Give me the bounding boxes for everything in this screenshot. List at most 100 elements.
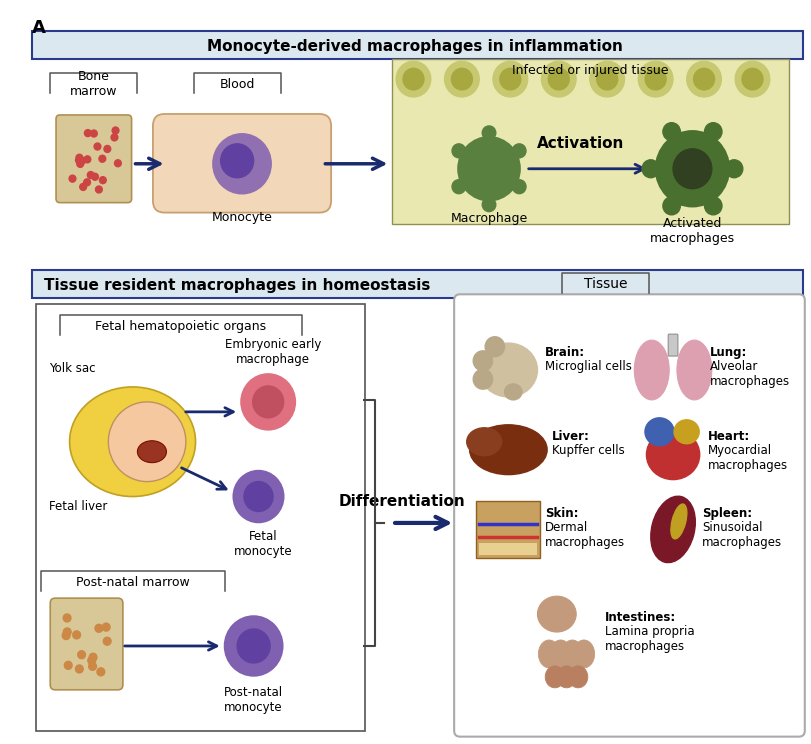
Circle shape [724, 160, 742, 178]
Text: Blood: Blood [219, 77, 255, 91]
Circle shape [241, 374, 295, 430]
Ellipse shape [676, 340, 711, 400]
Ellipse shape [650, 496, 694, 562]
Text: Activated
macrophages: Activated macrophages [649, 217, 734, 245]
Text: Liver:: Liver: [551, 430, 589, 443]
Circle shape [90, 130, 97, 137]
Circle shape [457, 137, 519, 201]
Circle shape [233, 471, 283, 522]
Circle shape [99, 176, 106, 184]
Circle shape [662, 123, 680, 141]
Circle shape [252, 386, 283, 418]
Text: Monocyte-derived macrophages in inflammation: Monocyte-derived macrophages in inflamma… [208, 39, 623, 54]
Text: Kupffer cells: Kupffer cells [551, 443, 624, 457]
FancyBboxPatch shape [152, 114, 331, 213]
Text: Heart:: Heart: [707, 430, 749, 443]
Circle shape [103, 637, 111, 645]
Ellipse shape [646, 430, 699, 480]
Ellipse shape [466, 428, 501, 455]
Text: Fetal
monocyte: Fetal monocyte [234, 530, 292, 559]
FancyBboxPatch shape [32, 270, 802, 298]
Text: Intestines:: Intestines: [604, 611, 676, 624]
Circle shape [473, 351, 492, 371]
Text: Myocardial
macrophages: Myocardial macrophages [707, 443, 787, 472]
Circle shape [84, 129, 91, 137]
Circle shape [88, 172, 94, 179]
Circle shape [64, 661, 72, 670]
Circle shape [79, 184, 87, 190]
Ellipse shape [561, 640, 582, 668]
Circle shape [84, 155, 91, 163]
Text: Sinusoidal
macrophages: Sinusoidal macrophages [702, 522, 781, 549]
Circle shape [77, 161, 84, 167]
Circle shape [741, 68, 762, 90]
Circle shape [92, 173, 98, 180]
Circle shape [482, 126, 496, 140]
Circle shape [654, 131, 728, 207]
Circle shape [84, 179, 90, 186]
Circle shape [243, 481, 272, 511]
Circle shape [112, 127, 118, 134]
Text: Bone
marrow: Bone marrow [70, 70, 118, 98]
Circle shape [225, 616, 282, 676]
Ellipse shape [549, 640, 571, 668]
Circle shape [88, 662, 97, 670]
Ellipse shape [70, 387, 195, 496]
Circle shape [96, 186, 102, 193]
Circle shape [62, 632, 70, 640]
Circle shape [693, 68, 714, 90]
Ellipse shape [670, 504, 686, 539]
Circle shape [452, 144, 465, 158]
Text: Lung:: Lung: [709, 346, 746, 359]
Circle shape [512, 144, 526, 158]
Circle shape [69, 175, 75, 182]
Ellipse shape [673, 420, 698, 443]
Text: A: A [32, 19, 45, 37]
Circle shape [114, 160, 121, 167]
Ellipse shape [108, 402, 186, 481]
Ellipse shape [644, 418, 673, 446]
FancyBboxPatch shape [392, 60, 788, 223]
Circle shape [94, 143, 101, 150]
Circle shape [686, 61, 721, 97]
Circle shape [704, 197, 721, 215]
Text: Fetal liver: Fetal liver [49, 500, 108, 513]
Circle shape [642, 160, 659, 178]
Text: Skin:: Skin: [544, 507, 578, 521]
Circle shape [88, 656, 96, 664]
Ellipse shape [573, 640, 594, 668]
FancyBboxPatch shape [50, 598, 122, 690]
Ellipse shape [633, 340, 668, 400]
Circle shape [452, 180, 465, 193]
Circle shape [645, 68, 665, 90]
Circle shape [492, 61, 527, 97]
Circle shape [637, 61, 672, 97]
Ellipse shape [538, 640, 559, 668]
Text: Macrophage: Macrophage [450, 211, 527, 225]
Circle shape [444, 61, 478, 97]
Circle shape [102, 623, 110, 631]
Circle shape [512, 180, 526, 193]
Text: Infected or injured tissue: Infected or injured tissue [512, 64, 668, 77]
Circle shape [99, 155, 105, 162]
Circle shape [500, 68, 520, 90]
Circle shape [451, 68, 472, 90]
Circle shape [237, 629, 270, 663]
Circle shape [484, 337, 504, 356]
FancyBboxPatch shape [478, 543, 537, 555]
Circle shape [212, 134, 271, 193]
Text: Spleen:: Spleen: [702, 507, 751, 521]
Ellipse shape [544, 666, 564, 687]
Circle shape [473, 369, 492, 389]
FancyBboxPatch shape [453, 295, 804, 737]
FancyBboxPatch shape [56, 115, 131, 202]
Ellipse shape [568, 666, 587, 687]
Circle shape [63, 614, 71, 622]
Text: Alveolar
macrophages: Alveolar macrophages [709, 360, 789, 388]
Circle shape [95, 624, 103, 632]
Circle shape [396, 61, 431, 97]
Text: Fetal hematopoietic organs: Fetal hematopoietic organs [96, 320, 266, 333]
FancyBboxPatch shape [32, 31, 802, 60]
Text: Post-natal marrow: Post-natal marrow [75, 576, 189, 589]
Circle shape [75, 665, 83, 673]
